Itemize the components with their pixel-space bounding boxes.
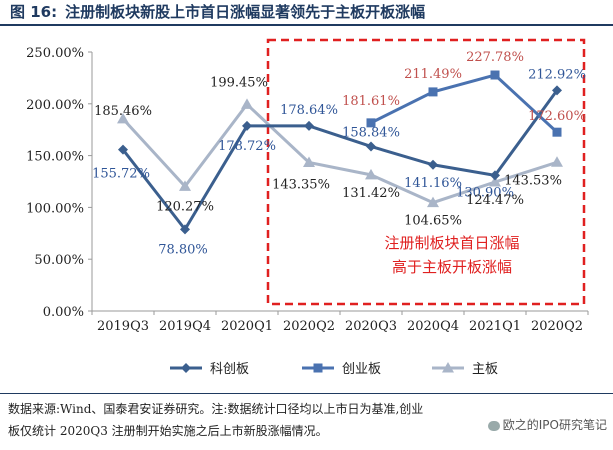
data-point [552,85,562,96]
data-label: 130.90% [456,185,514,200]
annotation-text: 注册制板块首日涨幅 [384,234,519,252]
data-point [490,170,500,181]
y-tick-label: 100.00% [26,201,84,216]
series-line-0 [121,89,559,233]
data-label: 120.27% [156,199,214,214]
data-point [242,120,252,131]
data-label: 158.84% [342,125,400,140]
annotation-dashed-box [266,38,586,306]
data-point [552,127,562,137]
plot-area [117,70,563,235]
footnote: 数据来源:Wind、国泰君安证券研究。注:数据统计口径均以上市日为基准,创业 板… [0,393,613,450]
data-label: 181.61% [342,94,400,109]
series-line-1 [370,73,559,134]
y-tick-label: 150.00% [26,150,84,165]
data-label: 143.35% [272,177,330,192]
x-tick-label: 2019Q3 [97,319,149,334]
y-tick-label: 50.00% [34,253,84,268]
data-label: 227.78% [466,50,524,65]
data-point [427,196,439,208]
line-chart: 0.00% 50.00% 100.00% 150.00% 200.00% 250.00% 2… [26,38,589,377]
legend-label: 科创板 [210,362,249,377]
data-label: 155.72% [92,167,150,182]
data-label: 143.53% [504,173,562,188]
data-label: 131.42% [342,186,400,201]
data-point [241,98,253,109]
figure-number: 图 16: [10,3,58,21]
data-label: 172.60% [528,109,586,124]
watermark: 欧之的IPO研究笔记 [487,416,607,433]
data-point [551,156,563,167]
data-label: 141.16% [404,176,462,191]
figure-caption: 注册制板块新股上市首日涨幅显著领先于主板开板涨幅 [65,3,426,21]
data-label: 211.49% [404,67,462,82]
legend-label: 主板 [472,362,498,377]
data-point [366,141,376,152]
y-tick-label: 250.00% [26,46,84,61]
data-point [489,176,501,187]
chart-legend: 科创板 创业板 主板 [170,362,498,377]
x-tick-label: 2020Q2 [531,319,583,334]
data-point [304,120,314,131]
data-point [118,144,128,155]
data-label: 212.92% [528,67,586,82]
legend-marker [442,362,454,373]
x-tick-label: 2020Q3 [345,319,397,334]
data-labels: 155.72% 78.80% 178.72% 178.64% 158.84% 141.16… [92,50,586,257]
legend-marker [181,363,191,373]
data-label: 104.65% [404,214,462,229]
legend-label: 创业板 [342,362,381,377]
data-point [490,70,500,80]
data-point [117,112,129,124]
data-label: 185.46% [94,104,152,119]
x-tick-label: 2020Q1 [221,319,273,334]
x-tick-label: 2020Q2 [283,319,335,334]
data-point [428,87,438,97]
x-tick-label: 2020Q4 [407,319,459,334]
data-label: 178.72% [218,139,276,154]
legend-marker [313,363,323,373]
wechat-icon [487,420,500,431]
footnote-line-2: 板仅统计 2020Q3 注册制开始实施之后上市新股涨幅情况。 [8,424,328,438]
data-point [365,168,377,180]
x-tick-label: 2021Q1 [469,319,521,334]
series-line-2 [121,102,558,205]
chart-axes: 0.00% 50.00% 100.00% 150.00% 200.00% 250.00% 2… [26,46,589,334]
data-label: 199.45% [210,75,268,90]
data-label: 178.64% [280,103,338,118]
data-point [179,180,191,191]
data-point [428,159,438,170]
footnote-line-1: 数据来源:Wind、国泰君安证券研究。注:数据统计口径均以上市日为基准,创业 [8,402,424,416]
figure-title: 图 16: 注册制板块新股上市首日涨幅显著领先于主板开板涨幅 [0,0,613,26]
y-tick-label: 0.00% [43,305,84,320]
data-point [303,156,315,167]
data-point [366,118,376,128]
data-label: 124.47% [466,193,524,208]
watermark-text: 欧之的IPO研究笔记 [502,418,607,432]
x-tick-label: 2019Q4 [159,319,211,334]
data-label: 78.80% [158,242,208,257]
data-point [180,224,190,235]
annotation-text: 高于主板开板涨幅 [392,258,512,276]
y-tick-label: 200.00% [26,98,84,113]
